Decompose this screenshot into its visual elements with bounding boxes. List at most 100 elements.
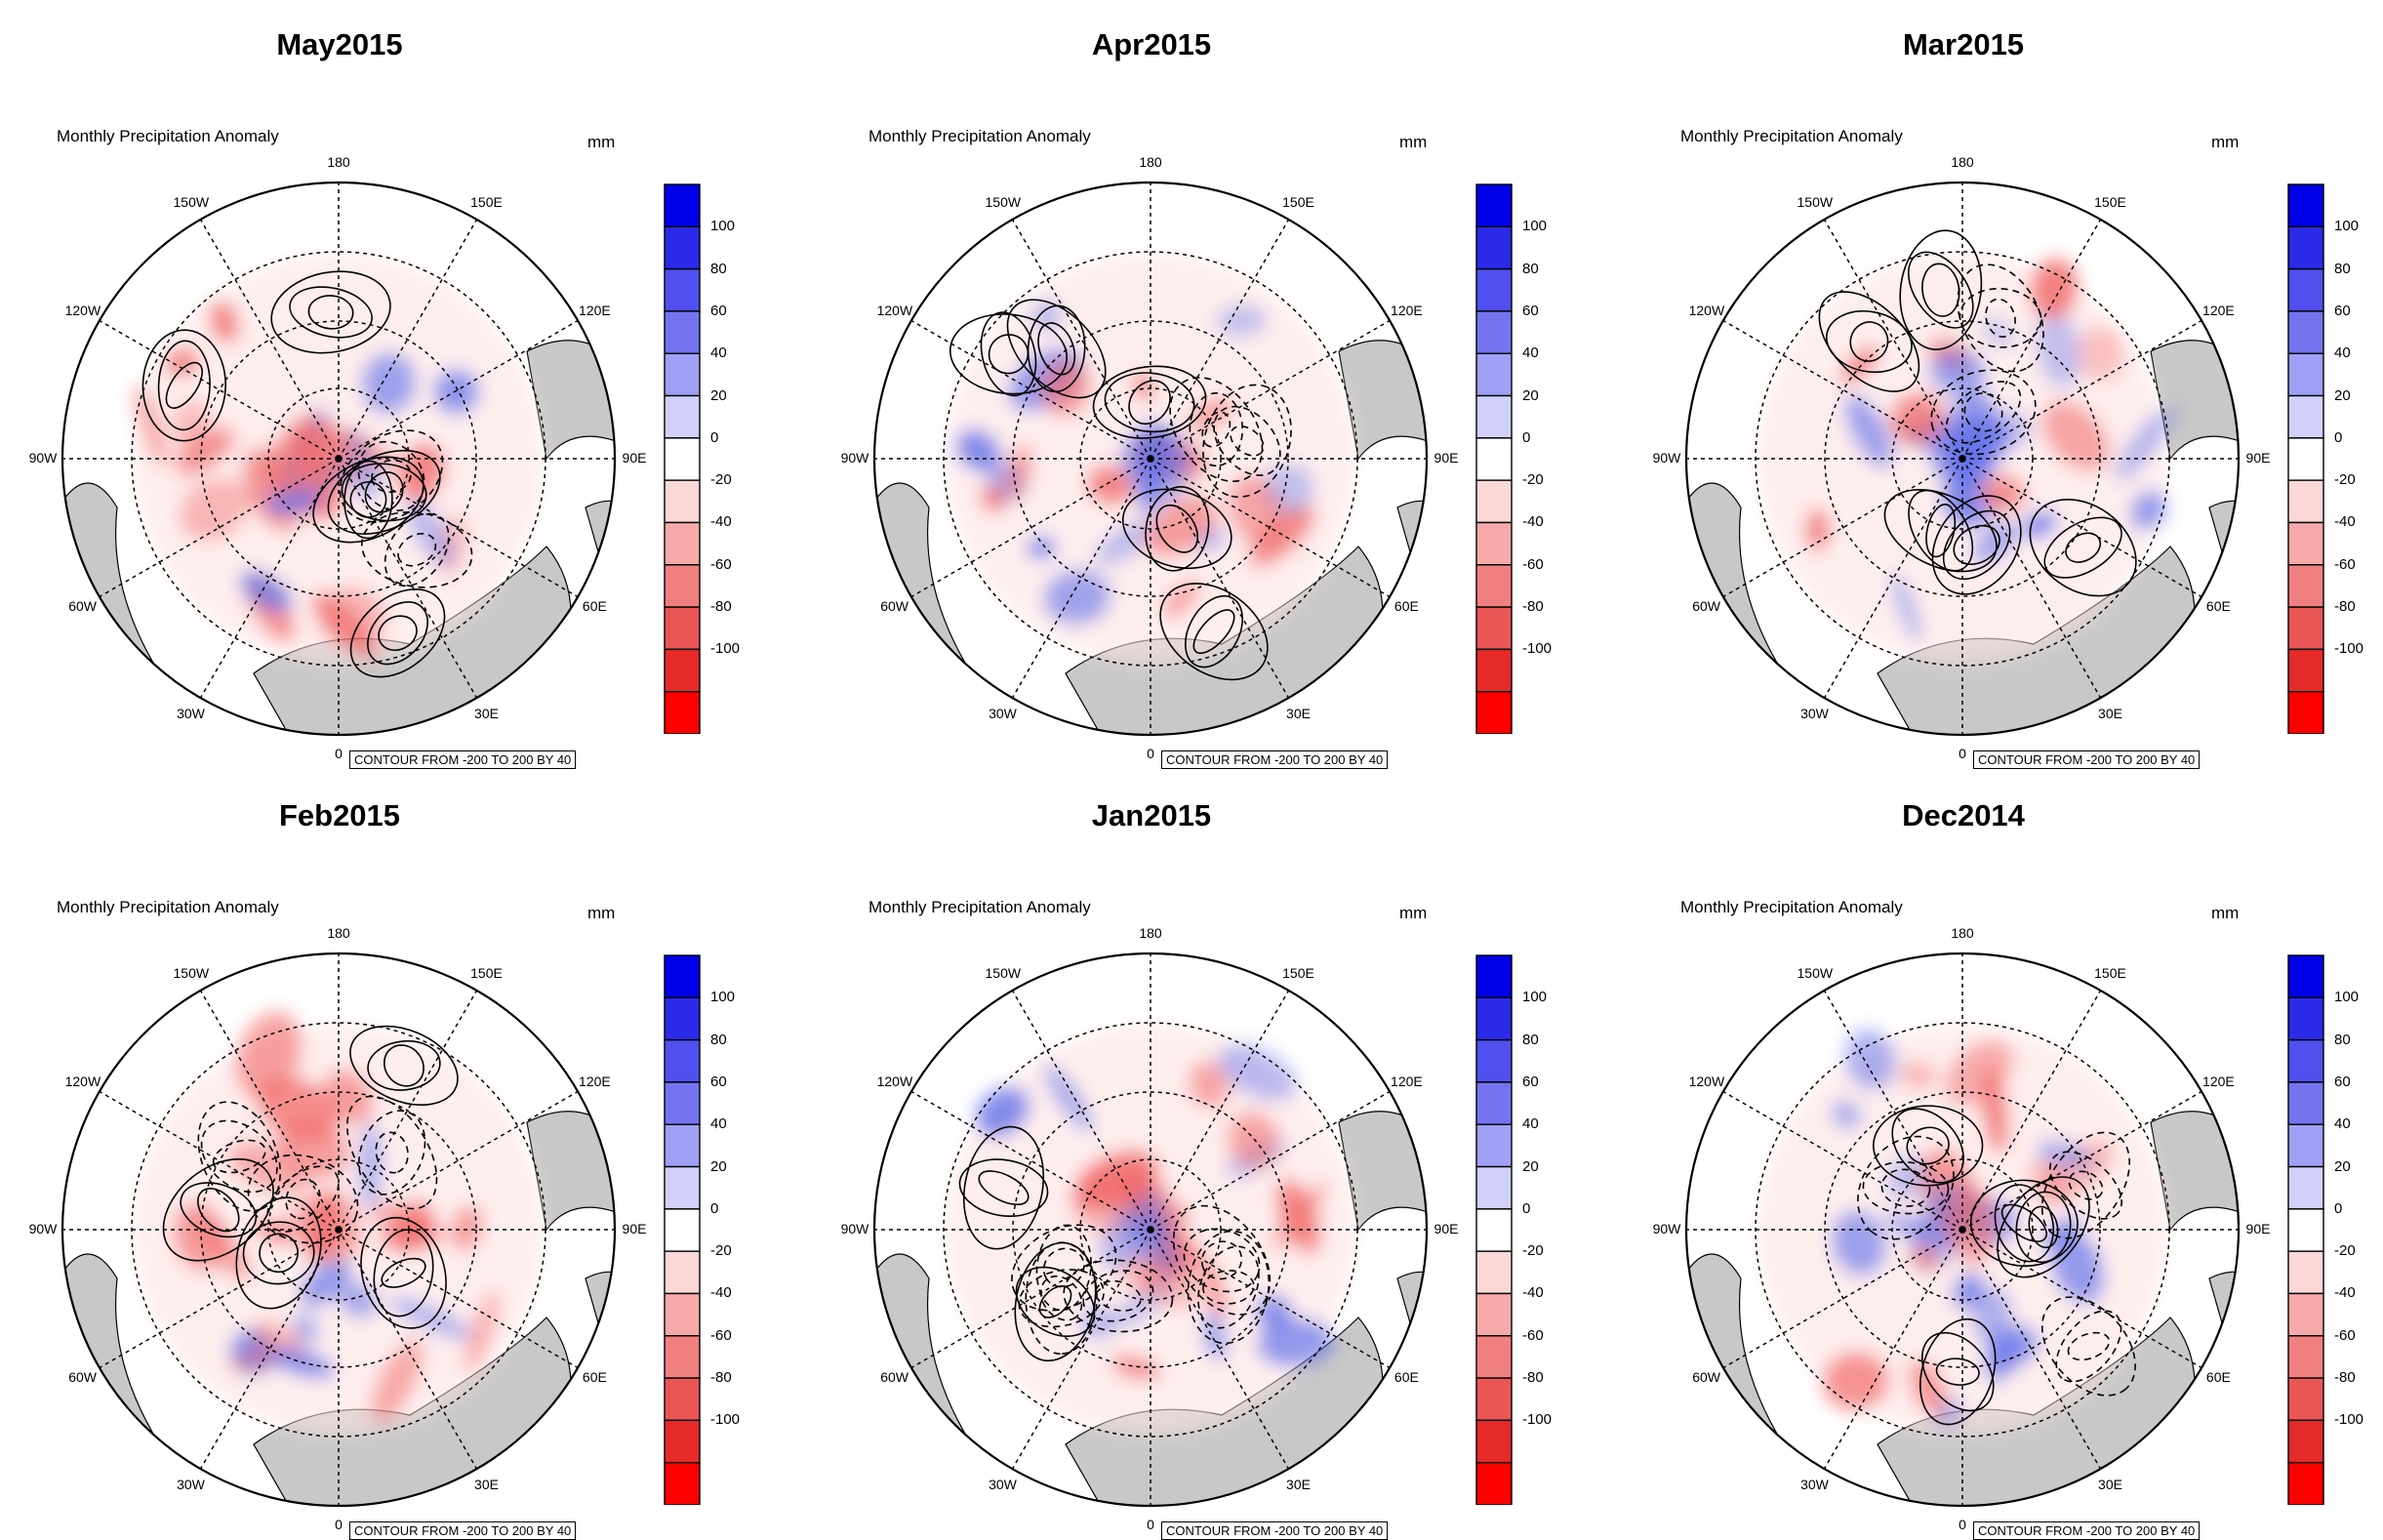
colorbar-tick-label: 100: [710, 989, 736, 1006]
colorbar-tick-label: -20: [1522, 1242, 1544, 1260]
colorbar-tick-label: 40: [2334, 344, 2351, 362]
longitude-label: 30E: [474, 706, 499, 722]
colorbar-tick-label: -60: [710, 1326, 732, 1344]
colorbar-tick-label: 0: [2334, 428, 2343, 446]
colorbar-tick-label: 80: [710, 260, 727, 277]
height-contours: [141, 270, 473, 678]
colorbar-tick-label: -40: [710, 513, 732, 531]
longitude-label: 120W: [1688, 1073, 1725, 1089]
map-panel: Jan2015 Monthly Precipitation Anomaly mm 18…: [812, 771, 1606, 1540]
longitude-label: 30W: [177, 706, 205, 722]
map-panel: May2015 Monthly Precipitation Anomaly mm 18…: [0, 0, 794, 769]
colorbar-tick-label: -100: [710, 1411, 741, 1429]
longitude-label: 60E: [582, 597, 607, 614]
colorbar-tick-label: 60: [1522, 302, 1539, 319]
colorbar-tick-label: 40: [710, 1115, 727, 1133]
colorbar-tick-label: -60: [2334, 555, 2356, 573]
longitude-label: 180: [327, 154, 350, 170]
colorbar-tick-label: -20: [710, 1242, 732, 1260]
colorbar-tick-label: 20: [1522, 386, 1539, 404]
colorbar-tick-label: -40: [1522, 513, 1544, 531]
colorbar-tick-label: -60: [1522, 555, 1544, 573]
colorbar-tick-label: 60: [2334, 1073, 2351, 1090]
longitude-label: 60W: [1692, 1368, 1720, 1385]
longitude-label: 150E: [1282, 193, 1314, 210]
panel-subtitle: Monthly Precipitation Anomaly: [868, 898, 1091, 916]
longitude-label: 150E: [2094, 964, 2126, 981]
contour-note: CONTOUR FROM -200 TO 200 BY 40: [1161, 750, 1389, 769]
longitude-label: 0: [1959, 746, 1966, 761]
colorbar-tick-label: -100: [2334, 1411, 2364, 1429]
longitude-label: 60E: [1393, 597, 1419, 614]
colorbar-tick-label: -20: [710, 471, 732, 489]
longitude-label: 60E: [582, 1368, 607, 1385]
panel-title: Mar2015: [1902, 27, 2025, 61]
colorbar-tick-label: 100: [2334, 218, 2360, 235]
longitude-label: 180: [1951, 925, 1974, 941]
colorbar-tick-label: 100: [1522, 218, 1548, 235]
longitude-label: 180: [327, 925, 350, 941]
colorbar-tick-label: 20: [710, 1157, 727, 1175]
colorbar-tick-label: -80: [710, 1369, 732, 1387]
colorbar-tick-label: -100: [2334, 640, 2364, 658]
longitude-label: 30E: [1286, 706, 1311, 722]
longitude-label: 150E: [470, 964, 503, 981]
longitude-label: 120E: [2202, 1073, 2235, 1089]
colorbar: [1475, 954, 1513, 1505]
colorbar-tick-label: -60: [1522, 1326, 1544, 1344]
contour-note: CONTOUR FROM -200 TO 200 BY 40: [1973, 750, 2201, 769]
map-boundary: [1684, 952, 2241, 1508]
map-boundary: [872, 952, 1429, 1508]
longitude-label: 60E: [2205, 597, 2231, 614]
longitude-label: 90E: [622, 450, 647, 466]
longitude-label: 90E: [1434, 450, 1459, 466]
colorbar-tick-label: -40: [2334, 1284, 2356, 1302]
longitude-label: 60W: [880, 1368, 909, 1385]
map-boundary: [61, 952, 617, 1508]
panel-title: Apr2015: [1091, 27, 1212, 61]
longitude-label: 120E: [2202, 302, 2235, 318]
longitude-label: 30W: [1800, 1477, 1829, 1493]
colorbar-tick-label: 20: [710, 386, 727, 404]
longitude-label: 120E: [1391, 302, 1423, 318]
precipitation-anomaly: [134, 254, 544, 664]
contour-note: CONTOUR FROM -200 TO 200 BY 40: [349, 1521, 577, 1540]
longitude-label: 60W: [880, 597, 909, 614]
colorbar-tick-label: 0: [2334, 1199, 2343, 1217]
map-panel: Dec2014 Monthly Precipitation Anomaly mm 18…: [1624, 771, 2383, 1540]
panel-title: Jan2015: [1091, 798, 1212, 832]
colorbar-tick-label: 80: [710, 1031, 727, 1048]
colorbar: [664, 183, 701, 734]
longitude-label: 0: [335, 746, 343, 761]
graticule: [874, 182, 1427, 735]
colorbar-tick-label: 40: [710, 344, 727, 362]
longitude-label: 30E: [2098, 706, 2122, 722]
longitude-label: 120W: [64, 1073, 101, 1089]
graticule: [1686, 182, 2239, 735]
longitude-label: 90W: [1652, 450, 1681, 466]
graticule: [62, 953, 615, 1506]
longitude-label: 120W: [876, 302, 913, 318]
colorbar-tick-label: 60: [710, 302, 727, 319]
longitude-label: 30W: [989, 1477, 1017, 1493]
colorbar-tick-label: 20: [2334, 386, 2351, 404]
unit-label: mm: [2211, 133, 2240, 151]
map-boundary: [872, 181, 1429, 737]
colorbar-tick-label: -40: [2334, 513, 2356, 531]
polar-map: [61, 952, 617, 1508]
longitude-label: 0: [1959, 1517, 1966, 1532]
longitude-label: 150W: [173, 193, 210, 210]
longitude-label: 30W: [1800, 706, 1829, 722]
colorbar-tick-label: 100: [1522, 989, 1548, 1006]
polar-map: [872, 181, 1429, 737]
colorbar-tick-label: -80: [2334, 1369, 2356, 1387]
polar-map: [61, 181, 617, 737]
longitude-label: 0: [1147, 746, 1154, 761]
colorbar-tick-label: 40: [1522, 1115, 1539, 1133]
colorbar-tick-label: 60: [2334, 302, 2351, 319]
map-boundary: [1684, 181, 2241, 737]
colorbar-tick-label: 0: [1522, 1199, 1531, 1217]
panel-subtitle: Monthly Precipitation Anomaly: [1680, 127, 1903, 145]
longitude-label: 120W: [64, 302, 101, 318]
colorbar-tick-label: -100: [1522, 640, 1553, 658]
